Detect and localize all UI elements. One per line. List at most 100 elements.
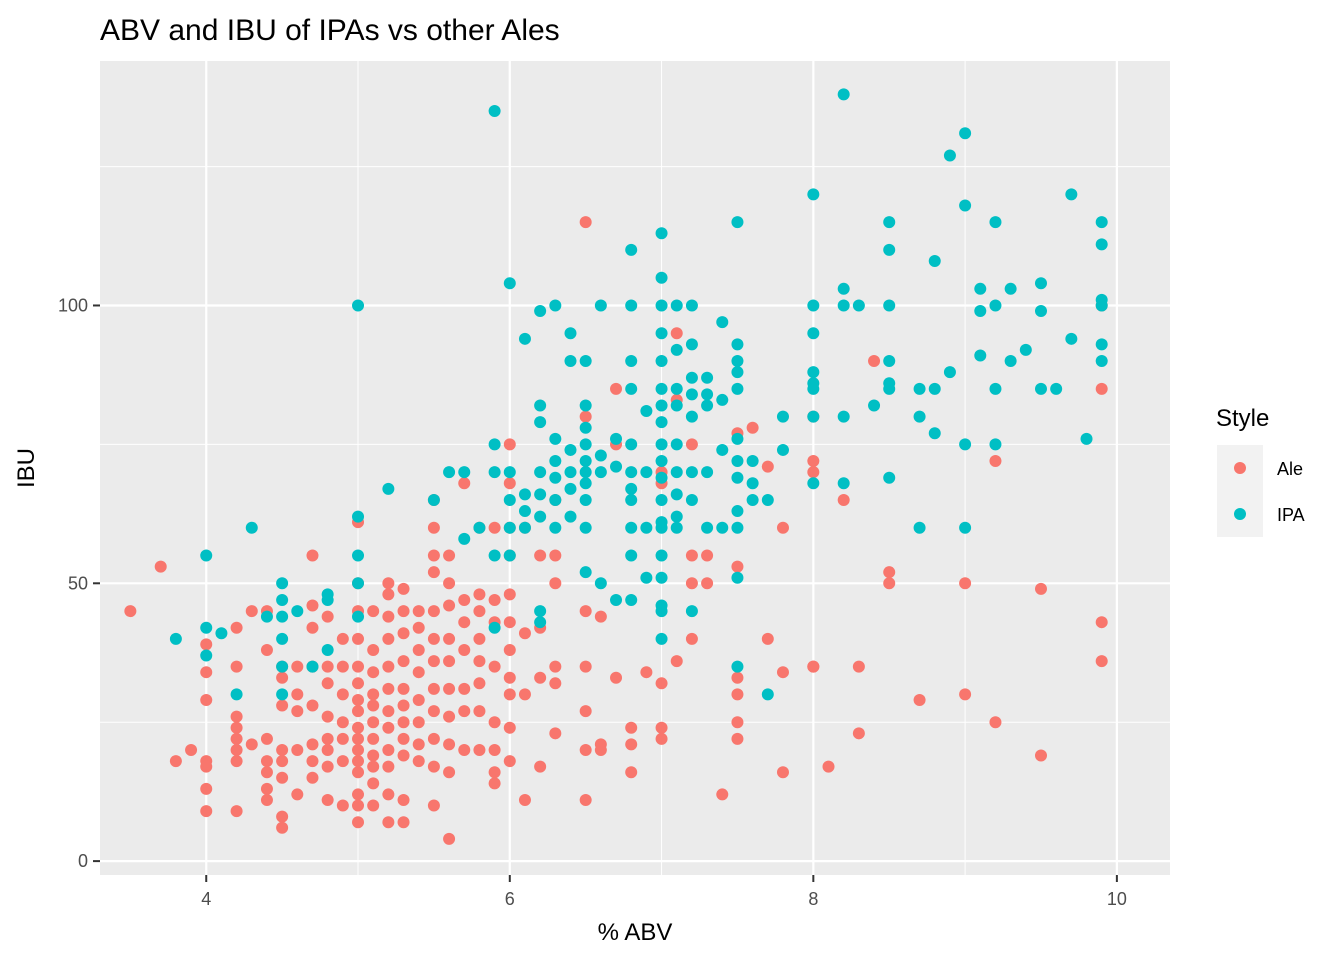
ale-point: [458, 705, 471, 718]
ale-point: [579, 605, 592, 618]
ale-point: [685, 632, 698, 645]
ipa-point: [518, 332, 531, 345]
ale-point: [473, 705, 486, 718]
ipa-point: [1095, 355, 1108, 368]
ipa-point: [594, 466, 607, 479]
ipa-point: [625, 593, 638, 606]
ipa-point: [276, 610, 289, 623]
ale-point: [336, 660, 349, 673]
ipa-point: [1034, 382, 1047, 395]
ipa-point: [807, 188, 820, 201]
ale-point: [883, 566, 896, 579]
ipa-point: [579, 355, 592, 368]
ale-point: [306, 755, 319, 768]
ale-point: [503, 588, 516, 601]
ale-point: [1034, 582, 1047, 595]
ale-point: [382, 760, 395, 773]
ipa-point: [625, 482, 638, 495]
ale-point: [367, 643, 380, 656]
ale-point: [852, 660, 865, 673]
ale-point: [640, 666, 653, 679]
ipa-point: [640, 571, 653, 584]
ale-point: [731, 732, 744, 745]
ipa-point: [230, 688, 243, 701]
ale-point: [443, 655, 456, 668]
ipa-point: [488, 621, 501, 634]
ale-point: [458, 477, 471, 490]
ipa-point: [594, 299, 607, 312]
ale-point: [367, 760, 380, 773]
ale-point: [534, 549, 547, 562]
ale-point: [1095, 655, 1108, 668]
ipa-point: [1095, 338, 1108, 351]
ale-point: [427, 632, 440, 645]
ipa-point: [731, 382, 744, 395]
ale-point: [336, 732, 349, 745]
ale-point: [427, 549, 440, 562]
ale-point: [458, 743, 471, 756]
ipa-point: [731, 521, 744, 534]
ipa-point: [276, 688, 289, 701]
ipa-point: [974, 349, 987, 362]
y-axis-title: IBU: [13, 448, 40, 488]
ipa-point: [731, 338, 744, 351]
ale-point: [200, 693, 213, 706]
ale-point: [306, 621, 319, 634]
ipa-point: [503, 493, 516, 506]
ipa-point: [670, 382, 683, 395]
ipa-point: [685, 410, 698, 423]
ipa-point: [655, 632, 668, 645]
ale-point: [397, 655, 410, 668]
ipa-point: [807, 382, 820, 395]
ipa-point: [655, 521, 668, 534]
ale-point: [503, 477, 516, 490]
ipa-point: [579, 399, 592, 412]
ale-point: [276, 699, 289, 712]
ipa-point: [989, 216, 1002, 229]
ipa-point: [169, 632, 182, 645]
ale-point: [200, 805, 213, 818]
ale-point: [321, 743, 334, 756]
ipa-point: [807, 410, 820, 423]
ale-point: [397, 793, 410, 806]
ale-point: [473, 743, 486, 756]
ipa-point: [625, 382, 638, 395]
ale-point: [427, 682, 440, 695]
ipa-point: [655, 438, 668, 451]
x-tick-label: 6: [505, 889, 515, 909]
ale-point: [412, 666, 425, 679]
ipa-point: [1034, 277, 1047, 290]
ipa-point: [685, 493, 698, 506]
ale-point: [397, 749, 410, 762]
ale-point: [382, 610, 395, 623]
ale-point: [352, 705, 365, 718]
ipa-point: [837, 299, 850, 312]
ale-point: [382, 788, 395, 801]
ale-point: [352, 755, 365, 768]
ale-point: [503, 616, 516, 629]
ale-point: [124, 605, 137, 618]
ipa-point: [883, 216, 896, 229]
ale-point: [412, 605, 425, 618]
ale-point: [685, 577, 698, 590]
ipa-point: [610, 432, 623, 445]
ale-point: [336, 688, 349, 701]
ale-point: [1095, 616, 1108, 629]
ale-point: [260, 755, 273, 768]
ale-point: [549, 677, 562, 690]
ipa-point: [883, 471, 896, 484]
ipa-point: [974, 282, 987, 295]
ipa-point: [579, 466, 592, 479]
ale-point: [230, 660, 243, 673]
ipa-point: [625, 466, 638, 479]
ipa-point: [670, 399, 683, 412]
ipa-point: [488, 438, 501, 451]
ipa-point: [291, 605, 304, 618]
ale-point: [761, 460, 774, 473]
ipa-point: [352, 577, 365, 590]
ipa-point: [518, 521, 531, 534]
ipa-point: [868, 399, 881, 412]
ipa-point: [579, 421, 592, 434]
ale-point: [473, 677, 486, 690]
y-tick-label: 0: [78, 851, 88, 871]
